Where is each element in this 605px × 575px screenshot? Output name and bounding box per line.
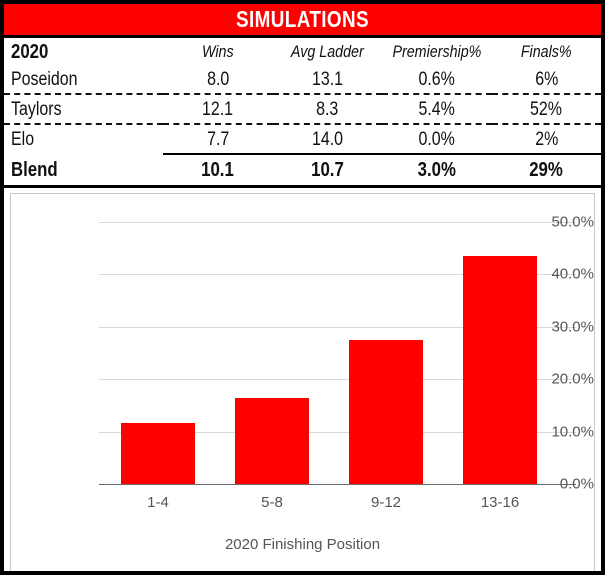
cell-avg-ladder: 13.1	[272, 65, 382, 95]
cell-text: 14.0	[311, 128, 343, 150]
table-row: Taylors 12.1 8.3 5.4% 52%	[4, 94, 601, 125]
y-axis-tick-label: 40.0%	[551, 265, 594, 283]
cell-text: 0.6%	[418, 68, 455, 90]
cell-text: Poseidon	[11, 68, 78, 90]
cell-text: 29%	[529, 159, 564, 181]
row-label-blend: Blend	[4, 153, 163, 187]
table-row: Poseidon 8.0 13.1 0.6% 6%	[4, 65, 601, 95]
title-banner: SIMULATIONS	[4, 4, 601, 38]
cell-finals: 6%	[491, 65, 601, 95]
row-label-taylors: Taylors	[4, 94, 163, 125]
row-label-elo: Elo	[4, 124, 163, 154]
y-axis-tick-label: 20.0%	[551, 370, 594, 388]
finishing-position-chart: 0.0% 10.0% 20.0% 30.0% 40.0% 50.0% 1-4 5-8 9-12…	[10, 193, 595, 571]
x-axis-tick-label: 5-8	[261, 494, 283, 511]
header-premiership-text: Premiership%	[392, 42, 482, 61]
y-axis-tick-label: 0.0%	[559, 475, 594, 493]
gridline	[99, 379, 576, 381]
gridline	[99, 326, 576, 328]
bar-13-16	[463, 256, 537, 484]
cell-text: Elo	[11, 128, 35, 150]
table-row-blend: Blend 10.1 10.7 3.0% 29%	[4, 153, 601, 187]
cell-text: 12.1	[202, 98, 234, 120]
cell-wins: 10.1	[163, 153, 273, 187]
x-axis-tick-label: 9-12	[370, 494, 402, 511]
table-row: Elo 7.7 14.0 0.0% 2%	[4, 124, 601, 154]
bar-5-8	[235, 398, 309, 484]
cell-text: 2%	[534, 128, 558, 150]
cell-finals: 52%	[491, 94, 601, 125]
cell-text: 13.1	[311, 68, 343, 90]
row-label-poseidon: Poseidon	[4, 65, 163, 95]
cell-finals: 2%	[492, 124, 602, 154]
cell-text: 0.0%	[418, 128, 455, 150]
cell-wins: 8.0	[163, 65, 273, 95]
cell-text: Blend	[11, 159, 58, 181]
cell-text: 10.1	[201, 159, 235, 181]
cell-wins: 12.1	[163, 94, 273, 125]
header-finals-text: Finals%	[520, 42, 572, 61]
header-cell-season: 2020	[4, 38, 163, 65]
chart-bars	[11, 194, 594, 484]
header-cell-avg-ladder: Avg Ladder	[273, 38, 383, 65]
cell-avg-ladder: 8.3	[272, 94, 382, 125]
header-cell-finals: Finals%	[492, 38, 602, 65]
gridline	[99, 222, 576, 223]
axis-baseline	[99, 484, 576, 485]
header-season-text: 2020	[11, 40, 49, 63]
cell-text: 8.3	[316, 98, 339, 120]
header-avg-ladder-text: Avg Ladder	[290, 42, 364, 61]
cell-text: 7.7	[206, 128, 229, 150]
y-axis-tick-label: 50.0%	[551, 213, 594, 231]
cell-avg-ladder: 14.0	[273, 124, 383, 154]
cell-text: 3.0%	[417, 159, 456, 181]
cell-text: 10.7	[310, 159, 344, 181]
cell-text: 6%	[534, 68, 558, 90]
cell-wins: 7.7	[163, 124, 273, 154]
chart-plot-area: 0.0% 10.0% 20.0% 30.0% 40.0% 50.0% 1-4 5-8 9-12…	[11, 194, 594, 571]
cell-text: 52%	[530, 98, 563, 120]
header-wins-text: Wins	[201, 42, 234, 61]
cell-text: Taylors	[11, 98, 62, 120]
y-axis-tick-label: 30.0%	[551, 318, 594, 336]
cell-finals: 29%	[491, 153, 601, 187]
chart-x-axis-label: 2020 Finishing Position	[224, 536, 381, 553]
table-header-row: 2020 Wins Avg Ladder Premiership% Finals…	[4, 38, 601, 65]
cell-text: 8.0	[206, 68, 229, 90]
header-cell-premiership: Premiership%	[382, 38, 492, 65]
gridline	[99, 431, 576, 433]
bar-9-12	[349, 340, 423, 484]
simulations-table: 2020 Wins Avg Ladder Premiership% Finals…	[4, 38, 601, 188]
header-cell-wins: Wins	[163, 38, 273, 65]
cell-premiership: 0.0%	[382, 124, 492, 154]
cell-avg-ladder: 10.7	[272, 153, 382, 187]
x-axis-tick-label: 13-16	[480, 494, 520, 511]
cell-text: 5.4%	[418, 98, 455, 120]
gridline	[99, 274, 576, 276]
cell-premiership: 0.6%	[382, 65, 492, 95]
cell-premiership: 3.0%	[382, 153, 492, 187]
y-axis-tick-label: 10.0%	[551, 423, 594, 441]
cell-premiership: 5.4%	[382, 94, 492, 125]
bar-1-4	[121, 422, 195, 484]
page-title: SIMULATIONS	[57, 4, 548, 35]
x-axis-tick-label: 1-4	[147, 494, 169, 511]
